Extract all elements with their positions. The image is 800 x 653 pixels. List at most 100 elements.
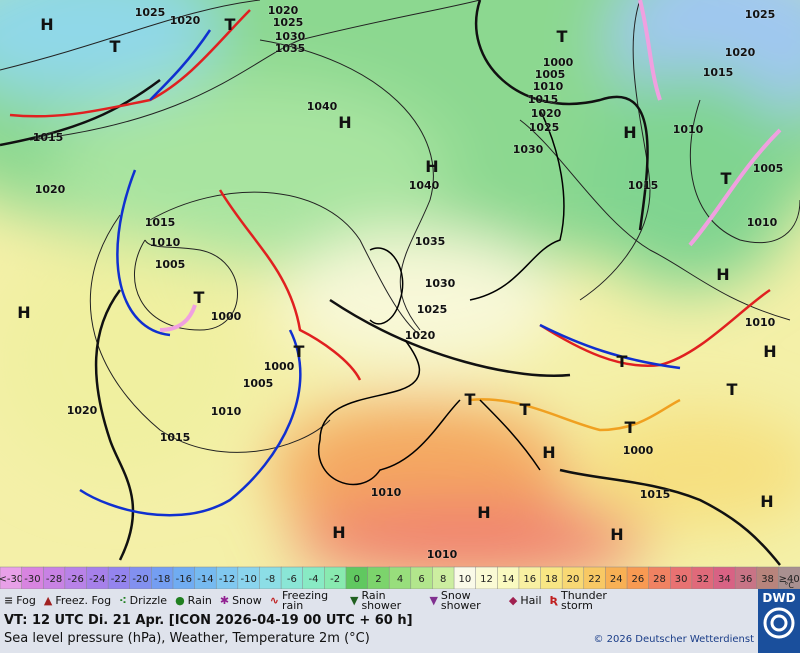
legend-item: ≡ Fog (0, 589, 40, 612)
legend-label: Rain (187, 593, 212, 607)
scale-label: 0 (354, 574, 360, 585)
weather-legend: ≡ Fog ▲ Freez. Fog ⁖ Drizzle ● Rain ✱ Snow ∿ Freezi… (0, 589, 758, 612)
pressure-label: 1005 (243, 377, 274, 390)
fronts (9, 0, 782, 517)
legend-label: Snow shower (440, 588, 481, 612)
legend-item: ✱ Snow (216, 589, 266, 612)
scale-label: 26 (631, 574, 644, 585)
pressure-label: 1020 (405, 329, 436, 342)
pressure-label: 1015 (145, 216, 176, 229)
scale-label: 22 (588, 574, 601, 585)
scale-label: -26 (68, 574, 84, 585)
legend-symbol: ≡ (4, 593, 14, 607)
pressure-label: 1025 (273, 16, 304, 29)
scale-label: 8 (440, 574, 446, 585)
valid-time: VT: 12 UTC Di. 21 Apr. [ICON 2026-04-19 … (4, 613, 413, 628)
legend-symbol: ◆ (508, 593, 518, 607)
scale-label: 16 (523, 574, 536, 585)
legend-label: Rain shower (361, 588, 402, 612)
scale-label: -24 (89, 574, 105, 585)
legend-label: Freez. Fog (55, 593, 112, 607)
pressure-label: 1000 (264, 360, 295, 373)
legend-label: Thunder storm (560, 588, 607, 612)
pressure-label: 1010 (673, 123, 704, 136)
map: 1025102010201025103010351025102010151000… (0, 0, 800, 589)
legend-label: Fog (16, 593, 36, 607)
pressure-center: H (763, 342, 776, 361)
scale-label: ≥40 (779, 574, 800, 585)
legend-item: ▼ Rain shower (346, 589, 425, 612)
scale-label: -12 (219, 574, 235, 585)
pressure-label: 1005 (155, 258, 186, 271)
pressure-center: H (716, 265, 729, 284)
pressure-center: T (625, 418, 636, 437)
dwd-logo: DWD (758, 589, 800, 653)
pressure-center: T (520, 400, 531, 419)
legend-symbol: ✱ (219, 593, 230, 607)
pressure-label: 1010 (747, 216, 778, 229)
scale-label: 36 (740, 574, 753, 585)
pressure-label: 1010 (211, 405, 242, 418)
scale-label: 4 (397, 574, 403, 585)
legend-symbol: Ʀ (549, 593, 558, 607)
footer: VT: 12 UTC Di. 21 Apr. [ICON 2026-04-19 … (0, 612, 758, 653)
legend-symbol: ▼ (429, 593, 438, 607)
scale-label: -2 (330, 574, 340, 585)
pressure-center: H (760, 492, 773, 511)
scale-label: 6 (418, 574, 424, 585)
legend-item: ∿ Freezing rain (266, 589, 346, 612)
temperature-scale: <-30 -30 -28 -26 -24 -22 -20 -18 -16 -14 -12 -10 -8-… (0, 566, 800, 589)
scale-swatch (778, 566, 800, 589)
legend-label: Hail (520, 593, 542, 607)
legend-item: ⁖ Drizzle (115, 589, 171, 612)
pressure-center: T (721, 169, 732, 188)
legend-label: Freezing rain (281, 588, 329, 612)
legend-item: ● Rain (171, 589, 216, 612)
scale-label: 18 (545, 574, 558, 585)
pressure-label: 1005 (535, 68, 566, 81)
pressure-center: H (332, 523, 345, 542)
logo-text: DWD (762, 591, 796, 605)
pressure-label: 1040 (409, 179, 440, 192)
pressure-label: 1015 (640, 488, 671, 501)
scale-label: -14 (197, 574, 213, 585)
pressure-center: T (294, 342, 305, 361)
pressure-label: 1015 (703, 66, 734, 79)
pressure-label: 1015 (628, 179, 659, 192)
scale-label: 32 (696, 574, 709, 585)
pressure-label: 1000 (623, 444, 654, 457)
pressure-label: 1035 (275, 42, 306, 55)
pressure-label: 1015 (33, 131, 64, 144)
scale-label: -8 (265, 574, 275, 585)
legend-label: Snow (232, 593, 262, 607)
pressure-center: H (425, 157, 438, 176)
scale-unit: °C (784, 581, 794, 589)
scale-label: 34 (718, 574, 731, 585)
pressure-label: 1030 (275, 30, 306, 43)
scale-label: 14 (502, 574, 515, 585)
scale-label: -6 (287, 574, 297, 585)
scale-label: 20 (567, 574, 580, 585)
legend-symbol: ▼ (349, 593, 359, 607)
pressure-label: 1010 (533, 80, 564, 93)
pressure-center: H (623, 123, 636, 142)
pressure-center: T (617, 352, 628, 371)
pressure-label: 1040 (307, 100, 338, 113)
pressure-center: T (465, 390, 476, 409)
scale-label: -22 (111, 574, 127, 585)
legend-item: ▲ Freez. Fog (40, 589, 115, 612)
scale-label: -4 (309, 574, 319, 585)
legend-symbol: ⁖ (119, 593, 127, 607)
temperature-field (0, 0, 800, 580)
pressure-center: T (727, 380, 738, 399)
scale-label: 10 (458, 574, 471, 585)
map-labels: 1025102010201025103010351025102010151000… (17, 4, 784, 562)
pressure-label: 1015 (160, 431, 191, 444)
pressure-label: 1010 (150, 236, 181, 249)
scale-label: 24 (610, 574, 623, 585)
pressure-label: 1025 (417, 303, 448, 316)
copyright: © 2026 Deutscher Wetterdienst (593, 634, 754, 645)
scale-label: 38 (761, 574, 774, 585)
scale-label: 28 (653, 574, 666, 585)
main-isobars (0, 0, 781, 566)
